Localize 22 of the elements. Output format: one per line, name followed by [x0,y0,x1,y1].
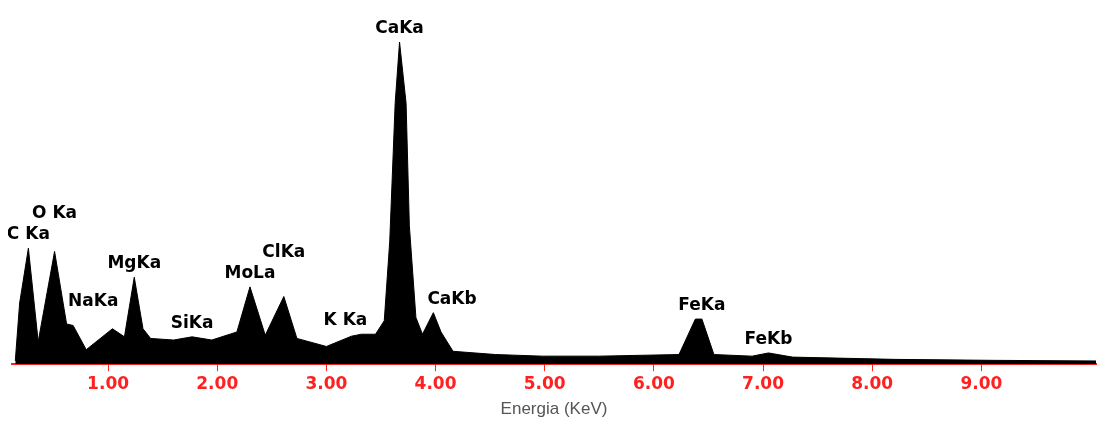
annotation: O Ka [32,202,78,223]
annotation: CaKa [375,16,424,37]
x-axis-title: Energia (KeV) [500,399,608,419]
annotation: FeKb [744,327,793,348]
annotation: MoLa [224,261,276,282]
annotation: FeKa [678,294,726,315]
x-tick-label: 3.00 [305,372,348,393]
x-tick-label: 9.00 [960,372,1003,393]
annotation: K Ka [323,309,368,330]
x-tick-label: 8.00 [851,372,894,393]
annotation: ClKa [262,241,306,262]
x-tick-label: 4.00 [414,372,457,393]
annotation: NaKa [68,289,119,310]
x-tick-label: 5.00 [523,372,566,393]
x-tick-label: 6.00 [632,372,676,393]
annotation: MgKa [107,252,162,273]
annotation: SiKa [170,311,214,332]
annotation: C Ka [6,223,50,244]
x-tick-label: 7.00 [742,372,785,393]
annotation: CaKb [427,287,477,308]
x-tick-label: 2.00 [196,372,239,393]
x-tick-label: 1.00 [87,372,130,393]
